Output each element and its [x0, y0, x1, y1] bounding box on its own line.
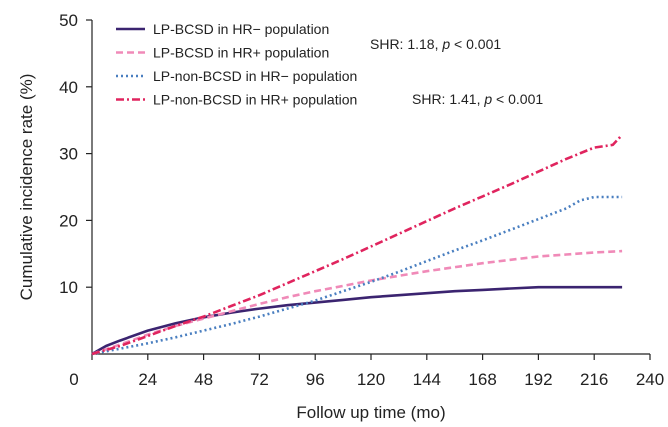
series-layer [91, 134, 624, 356]
legend-label-2: LP-BCSD in HR+ population [153, 45, 329, 61]
annotation-shr1: SHR: 1.18, p < 0.001 [370, 36, 501, 52]
x-tick-label: 48 [194, 370, 213, 389]
y-tick-label: 40 [59, 78, 78, 97]
annotation-shr2: SHR: 1.41, p < 0.001 [412, 91, 543, 107]
x-tick-label: 240 [636, 370, 664, 389]
y-tick-label: 30 [59, 145, 78, 164]
series-line-4 [91, 134, 624, 356]
legend-label-4: LP-non-BCSD in HR+ population [153, 92, 357, 108]
y-axis-label: Cumulative incidence rate (%) [17, 74, 36, 301]
x-tick-label: 168 [468, 370, 496, 389]
legend: LP-BCSD in HR− population LP-BCSD in HR+ … [116, 21, 357, 108]
x-tick-label: 24 [138, 370, 157, 389]
x-tick-label: 192 [524, 370, 552, 389]
x-axis-label: Follow up time (mo) [296, 403, 445, 422]
series-line-1 [91, 285, 623, 356]
x-tick-label: 120 [357, 370, 385, 389]
axes: 0 24 48 72 96 120 144 168 192 216 240 10 20 30 40 50 Fol… [17, 11, 664, 422]
legend-label-3: LP-non-BCSD in HR− population [153, 68, 357, 84]
y-tick-label: 20 [59, 211, 78, 230]
legend-label-1: LP-BCSD in HR− population [153, 21, 329, 37]
annotations: SHR: 1.18, p < 0.001 SHR: 1.41, p < 0.001 [370, 36, 543, 107]
x-tick-label: 96 [306, 370, 325, 389]
y-tick-label: 10 [59, 278, 78, 297]
x-tick-label: 72 [250, 370, 269, 389]
x-tick-label: 216 [580, 370, 608, 389]
x-tick-label: 0 [69, 370, 78, 389]
series-line-3 [91, 195, 623, 356]
x-tick-label: 144 [413, 370, 441, 389]
y-tick-label: 50 [59, 11, 78, 30]
